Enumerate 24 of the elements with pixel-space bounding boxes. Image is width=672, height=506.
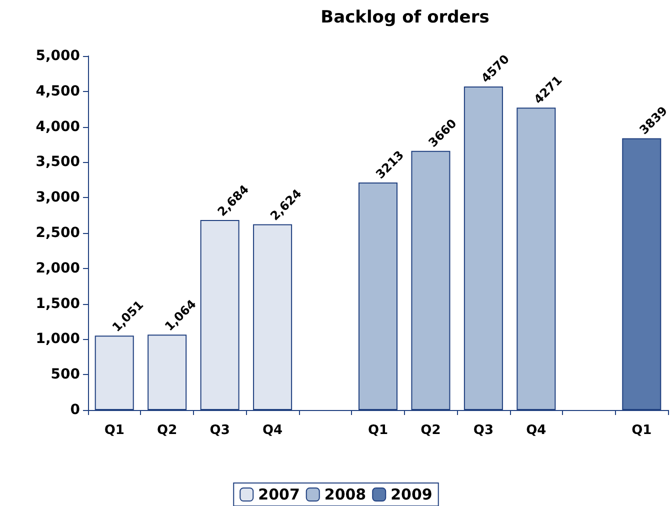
y-tick-label: 4,000 (36, 118, 80, 135)
y-tick-label: 3,500 (36, 154, 80, 170)
chart-title: Backlog of orders (320, 8, 490, 28)
x-tick-label: Q3 (473, 423, 494, 438)
y-tick-label: 3,000 (36, 190, 80, 206)
legend-label: 2008 (324, 486, 366, 504)
y-tick-label: 500 (50, 366, 80, 383)
y-tick-label: 5,000 (36, 48, 80, 64)
x-tick-label: Q1 (104, 423, 124, 438)
x-tick-label: Q1 (632, 423, 652, 438)
x-tick-label: Q4 (526, 423, 546, 438)
y-tick-label: 1,500 (36, 296, 80, 312)
y-tick-label: 4,500 (36, 83, 80, 100)
x-tick-label: Q3 (210, 423, 230, 438)
legend-label: 2007 (258, 486, 300, 504)
y-tick-label: 2,000 (36, 260, 80, 276)
x-tick-label: Q2 (157, 423, 178, 438)
y-tick-label: 2,500 (36, 225, 80, 241)
x-tick-label: Q2 (420, 423, 441, 438)
x-tick-label: Q1 (368, 423, 388, 438)
y-tick-label: 1,000 (36, 331, 80, 348)
x-tick-label: Q4 (262, 423, 283, 438)
y-tick-label: 0 (70, 402, 80, 418)
legend-label: 2009 (390, 486, 432, 504)
